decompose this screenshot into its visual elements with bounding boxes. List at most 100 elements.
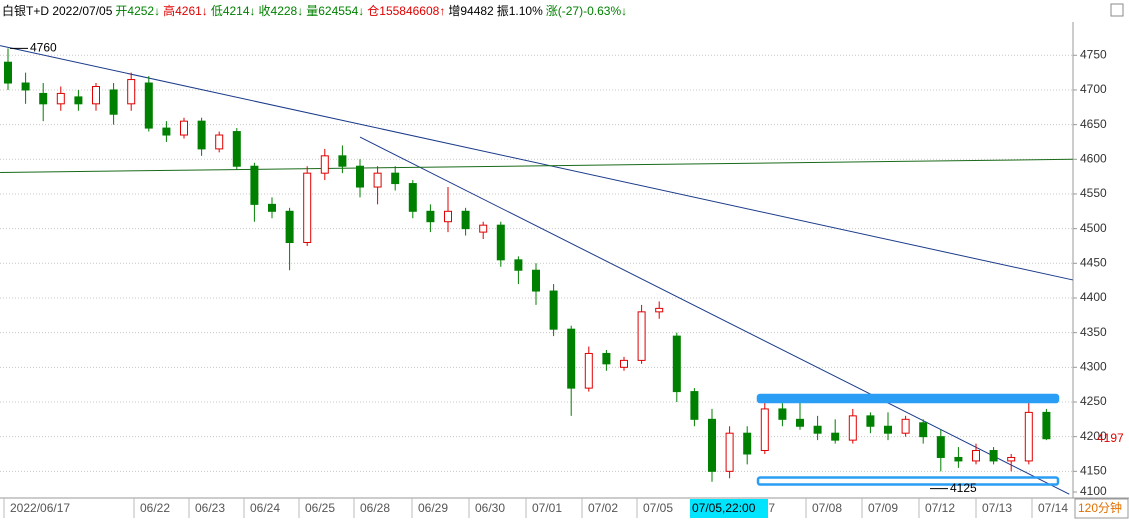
y-tick-label: 4700 bbox=[1080, 82, 1107, 96]
candle-body bbox=[338, 155, 347, 167]
candle-body bbox=[620, 359, 628, 368]
candle-body bbox=[391, 172, 400, 185]
candle-body bbox=[884, 425, 892, 434]
candle-body bbox=[74, 96, 83, 105]
trendline bbox=[0, 158, 1073, 173]
candle-body bbox=[602, 352, 611, 365]
candle-body bbox=[989, 450, 998, 462]
header-item: 低4214↓ bbox=[211, 4, 256, 18]
x-tick-label: 06/30 bbox=[475, 501, 505, 515]
trendline bbox=[0, 45, 1073, 281]
header-item: 白银T+D 2022/07/05 bbox=[2, 3, 113, 18]
candle-body bbox=[690, 391, 699, 420]
candle-body bbox=[250, 165, 259, 205]
header-item: 涨(-27)-0.63%↓ bbox=[546, 3, 627, 18]
y-tick-label: 4400 bbox=[1080, 290, 1107, 304]
candle-body bbox=[584, 352, 593, 389]
candle-body bbox=[901, 418, 910, 434]
cursor-label: 07/05,22:00 bbox=[692, 501, 756, 515]
candle-body bbox=[954, 456, 963, 462]
candle-body bbox=[1007, 456, 1016, 462]
zone bbox=[756, 476, 1060, 486]
cursor-box bbox=[690, 499, 768, 518]
last-price: 4197 bbox=[1097, 431, 1124, 445]
candle-body bbox=[479, 224, 488, 233]
candle-body bbox=[743, 432, 752, 455]
candle-body bbox=[303, 172, 312, 244]
candle-body bbox=[444, 210, 452, 223]
y-tick-label: 4350 bbox=[1080, 325, 1107, 339]
x-tick-label: 07/13 bbox=[982, 501, 1012, 515]
y-tick-label: 4550 bbox=[1080, 186, 1107, 200]
candle-body bbox=[39, 92, 48, 105]
candle-body bbox=[672, 335, 681, 393]
candle-body bbox=[197, 120, 206, 150]
candle-body bbox=[796, 418, 804, 427]
candle-body bbox=[848, 415, 857, 441]
x-tick-label: 07/01 bbox=[532, 501, 562, 515]
candle-body bbox=[778, 408, 787, 420]
x-tick-label: 06/22 bbox=[140, 501, 170, 515]
candle-body bbox=[4, 61, 12, 84]
candle-body bbox=[567, 328, 576, 389]
x-tick-label: 06/25 bbox=[305, 501, 335, 515]
zone bbox=[756, 393, 1060, 404]
candle-body bbox=[549, 290, 558, 330]
x-tick-label: 06/29 bbox=[418, 501, 448, 515]
candle-body bbox=[268, 203, 276, 212]
header-item: 增94482 bbox=[448, 4, 494, 18]
candle-body bbox=[162, 127, 171, 136]
candle-body bbox=[21, 82, 30, 91]
y-tick-label: 4650 bbox=[1080, 117, 1107, 131]
candle-body bbox=[373, 172, 382, 188]
candle-body bbox=[408, 183, 417, 212]
candle-body bbox=[1024, 411, 1033, 462]
header: 白银T+D 2022/07/05 开4252↓ 高4261↓ 低4214↓ 收4228↓… bbox=[2, 3, 627, 18]
candle-body bbox=[1042, 411, 1051, 440]
settings-icon[interactable] bbox=[1110, 3, 1124, 17]
candle-body bbox=[637, 311, 646, 361]
candle-body bbox=[56, 92, 65, 105]
x-tick-label: 06/23 bbox=[195, 501, 225, 515]
y-tick-label: 4300 bbox=[1080, 359, 1107, 373]
candle-body bbox=[655, 307, 664, 313]
candle-body bbox=[760, 408, 769, 452]
candle-body bbox=[514, 259, 523, 271]
candle-body bbox=[215, 134, 224, 150]
candle-body bbox=[144, 82, 153, 129]
candle-body bbox=[532, 269, 540, 292]
y-tick-label: 4600 bbox=[1080, 151, 1107, 165]
candle-body bbox=[356, 165, 364, 188]
candle-body bbox=[109, 89, 118, 115]
candle-body bbox=[725, 432, 734, 472]
candle-body bbox=[127, 79, 136, 105]
x-tick-label: 06/28 bbox=[360, 501, 390, 515]
header-item: 开4252↓ bbox=[115, 4, 160, 18]
candle-body bbox=[320, 155, 329, 174]
candle-body bbox=[708, 418, 716, 472]
period-box bbox=[1074, 498, 1129, 519]
candle-body bbox=[92, 85, 100, 105]
candle-body bbox=[919, 422, 928, 438]
candle-body bbox=[461, 210, 470, 230]
candle-body bbox=[285, 210, 294, 244]
header-item: 量624554↓ bbox=[306, 4, 364, 18]
y-tick-label: 4500 bbox=[1080, 221, 1107, 235]
header-item: 仓155846608↑ bbox=[367, 4, 445, 18]
y-tick-label: 4200 bbox=[1080, 429, 1107, 443]
period: 120分钟 bbox=[1078, 500, 1122, 515]
x-tick-label: 07/05 bbox=[643, 501, 673, 515]
y-tick-label: 4250 bbox=[1080, 394, 1107, 408]
x-tick-label: 07/02 bbox=[588, 501, 618, 515]
y-tick-label: 4450 bbox=[1080, 255, 1107, 269]
candle-body bbox=[866, 415, 875, 427]
x-tick-label: 06/24 bbox=[250, 501, 280, 515]
candle-body bbox=[426, 210, 435, 223]
x-tick-label: 07/14 bbox=[1038, 501, 1068, 515]
candle-body bbox=[232, 131, 241, 167]
candle-body bbox=[180, 120, 188, 136]
candle-body bbox=[936, 436, 945, 458]
x-tick-label: 07/12 bbox=[925, 501, 955, 515]
